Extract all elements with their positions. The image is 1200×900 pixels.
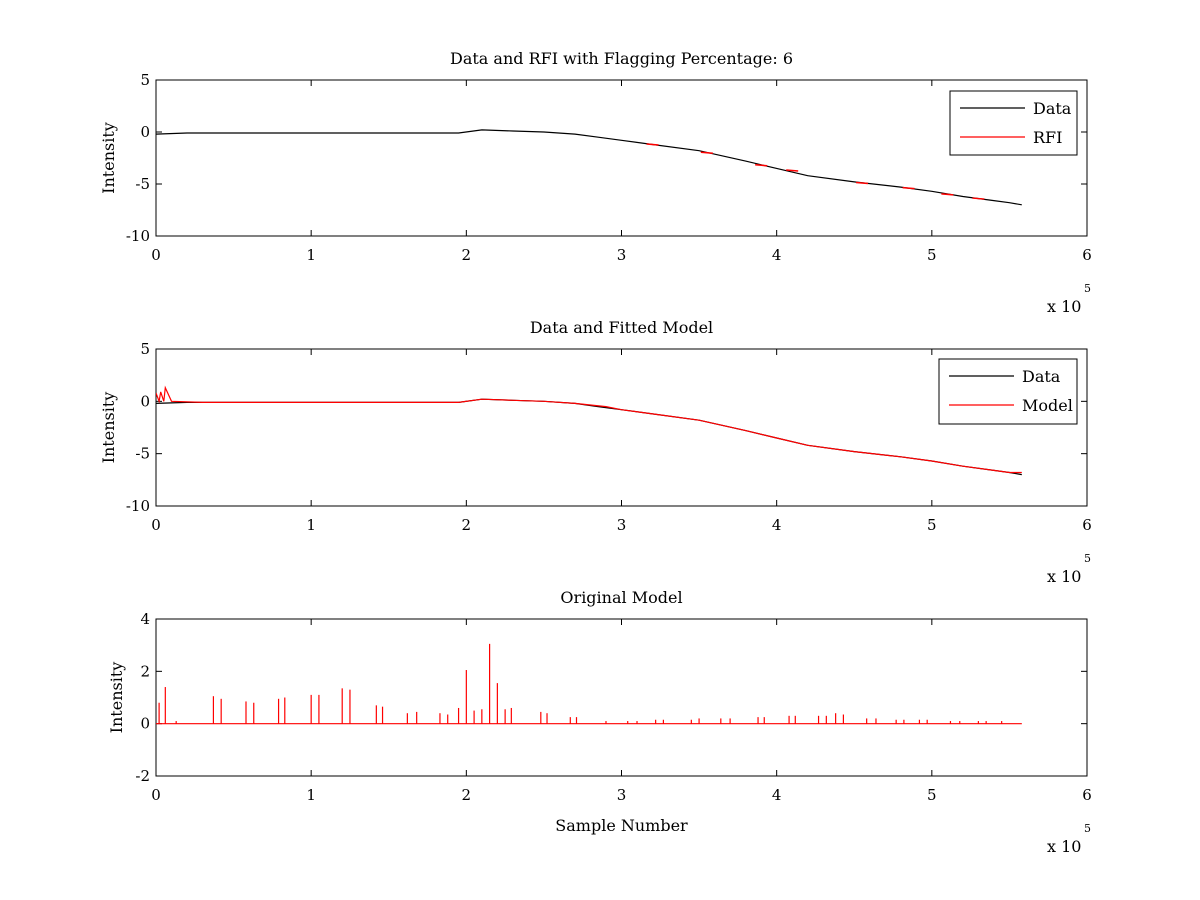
x-tick-label: 2 xyxy=(462,786,472,804)
x-tick-label: 5 xyxy=(927,246,937,264)
y-tick-label: -5 xyxy=(135,175,150,193)
x-tick-label: 4 xyxy=(772,516,782,534)
legend: Data Model xyxy=(938,358,1078,425)
x-tick-label: 1 xyxy=(306,786,316,804)
x-tick-label: 6 xyxy=(1082,246,1092,264)
x-tick-label: 4 xyxy=(772,786,782,804)
x-exponent: 5 xyxy=(1084,552,1091,565)
y-tick-label: -10 xyxy=(126,497,150,515)
x-tick-label: 2 xyxy=(462,246,472,264)
x-tick-label: 3 xyxy=(617,516,627,534)
subplot-title: Original Model xyxy=(560,588,682,607)
series-line-data xyxy=(156,129,1022,206)
y-tick-label: -2 xyxy=(135,767,150,785)
x-axis-label: Sample Number xyxy=(555,816,688,835)
legend-label: Data xyxy=(1033,99,1072,118)
y-axis-label: Intensity xyxy=(107,662,126,734)
x-exponent: 5 xyxy=(1084,822,1091,835)
rfi-segment xyxy=(972,197,985,200)
plot-area xyxy=(155,618,1088,777)
legend-box xyxy=(938,358,1078,425)
x-tick-label: 5 xyxy=(927,786,937,804)
plot-area xyxy=(155,79,1088,237)
x-tick-label: 0 xyxy=(151,516,161,534)
x-tick-label: 3 xyxy=(617,786,627,804)
y-tick-label: -5 xyxy=(135,445,150,463)
rfi-segment xyxy=(786,169,799,172)
series-group xyxy=(156,385,1022,476)
plot-area xyxy=(155,348,1088,507)
y-tick-label: 4 xyxy=(140,610,150,628)
rfi-segment xyxy=(755,164,768,167)
legend-box xyxy=(949,90,1078,156)
rfi-segment xyxy=(700,151,713,155)
y-axis-label: Intensity xyxy=(99,392,118,464)
y-tick-label: -10 xyxy=(126,227,150,245)
x-tick-label: 1 xyxy=(306,246,316,264)
legend-label: RFI xyxy=(1033,128,1062,147)
rfi-segment xyxy=(902,186,915,190)
y-tick-label: 0 xyxy=(140,715,150,733)
y-axis-label: Intensity xyxy=(99,122,118,194)
legend: Data RFI xyxy=(949,90,1078,156)
x-tick-label: 3 xyxy=(617,246,627,264)
x-tick-label: 6 xyxy=(1082,516,1092,534)
y-tick-label: 0 xyxy=(140,123,150,141)
x-tick-label: 1 xyxy=(306,516,316,534)
subplot-title: Data and Fitted Model xyxy=(530,318,713,337)
y-tick-label: 5 xyxy=(140,71,150,89)
x-tick-label: 2 xyxy=(462,516,472,534)
series-line-model xyxy=(156,385,1022,474)
y-tick-label: 2 xyxy=(140,662,150,680)
y-tick-label: 0 xyxy=(140,392,150,410)
y-tick-label: 5 xyxy=(140,340,150,358)
legend-label: Data xyxy=(1022,367,1061,386)
x-tick-label: 0 xyxy=(151,246,161,264)
x-tick-label: 6 xyxy=(1082,786,1092,804)
x-tick-label: 0 xyxy=(151,786,161,804)
x-multiplier: x 10 xyxy=(1047,567,1081,586)
x-multiplier: x 10 xyxy=(1047,297,1081,316)
series-group xyxy=(156,643,1022,725)
series-group xyxy=(156,129,1022,206)
x-multiplier: x 10 xyxy=(1047,837,1081,856)
x-tick-label: 5 xyxy=(927,516,937,534)
legend-label: Model xyxy=(1022,396,1073,415)
rfi-segment xyxy=(855,181,869,185)
rfi-segment xyxy=(646,143,659,146)
subplot-title: Data and RFI with Flagging Percentage: 6 xyxy=(450,49,793,68)
x-tick-label: 4 xyxy=(772,246,782,264)
x-exponent: 5 xyxy=(1084,282,1091,295)
rfi-segment xyxy=(941,193,954,196)
